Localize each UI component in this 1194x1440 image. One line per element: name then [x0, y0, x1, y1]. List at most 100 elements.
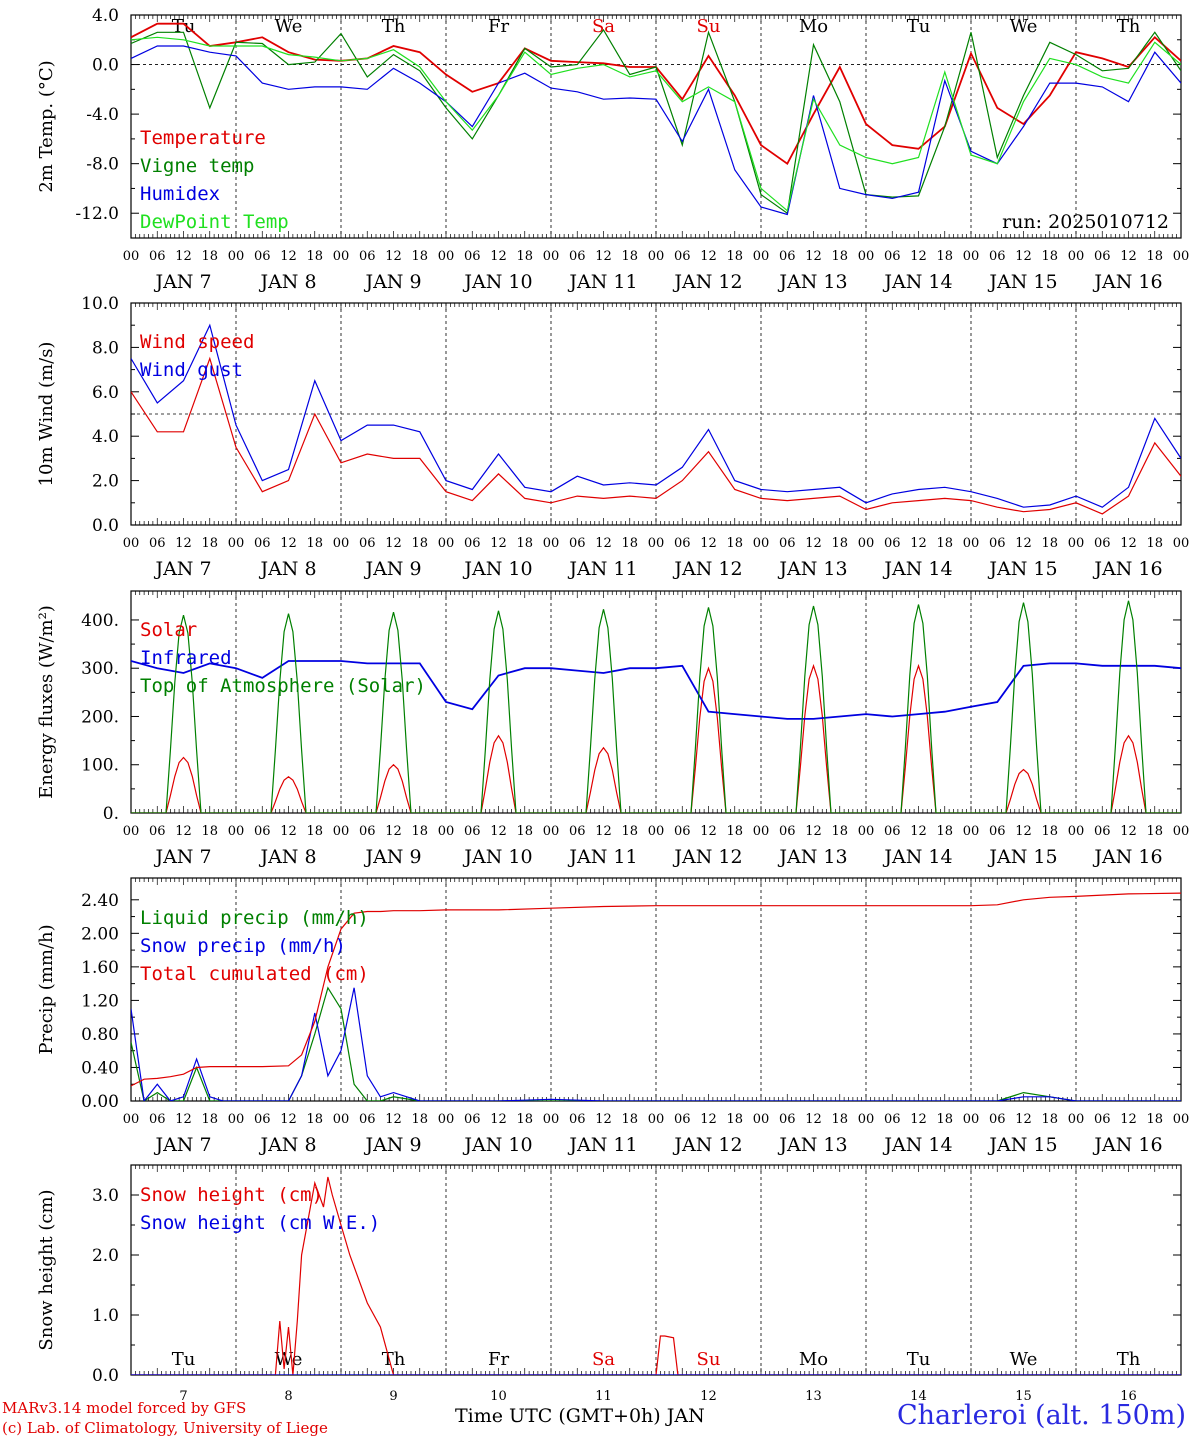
x-hour-label: 06 — [464, 1112, 481, 1127]
panel-1: 4.0 0.0 -4.0 -8.0 -12.0 2m Temp. (°C) 00 06 12 18… — [36, 6, 1189, 293]
x-hour-label: 00 — [438, 1112, 455, 1127]
panel-5: 3.0 2.0 1.0 0.0 Snow height (cm) 7 8 9 10 11 12 13 1… — [36, 1164, 1182, 1404]
x-hour-label: 06 — [569, 824, 586, 839]
x-hour-label: 18 — [831, 249, 848, 264]
y-tick-label: 0. — [103, 804, 119, 824]
x-hour-label: 18 — [516, 249, 533, 264]
x-hour-label: 12 — [490, 249, 507, 264]
x-date-number: 13 — [805, 1389, 822, 1404]
x-date-label: JAN 8 — [258, 1134, 316, 1156]
x-hour-label: 00 — [438, 249, 455, 264]
y-tick-label: -4.0 — [86, 105, 119, 125]
x-hour-label: 06 — [254, 249, 271, 264]
x-hour-label: 06 — [779, 249, 796, 264]
x-hour-label: 06 — [569, 1112, 586, 1127]
legend-entry: Snow height (cm W.E.) — [140, 1212, 380, 1234]
x-hour-label: 12 — [700, 249, 717, 264]
y-axis-label: Snow height (cm) — [36, 1189, 57, 1350]
x-hour-label: 06 — [359, 824, 376, 839]
series-line-wind-gust — [131, 323, 1181, 508]
x-hour-label: 12 — [805, 1112, 822, 1127]
x-hour-label: 06 — [1094, 1112, 1111, 1127]
x-hour-label: 06 — [884, 536, 901, 551]
x-hour-label: 06 — [989, 249, 1006, 264]
x-date-label: JAN 10 — [462, 558, 532, 580]
x-date-label: JAN 12 — [672, 558, 742, 580]
x-hour-label: 12 — [175, 1112, 192, 1127]
y-tick-label: 0.40 — [81, 1058, 119, 1078]
y-tick-label: 4.0 — [92, 427, 119, 447]
panel-3: 400. 300. 200. 100. 0. Energy fluxes (W/m²) 00… — [36, 590, 1189, 868]
x-date-label: JAN 8 — [258, 558, 316, 580]
panel-2: 10.0 8.0 6.0 4.0 2.0 0.0 10m Wind (m/s) 00 06 12 1… — [36, 294, 1189, 580]
series-line-snow-precip-mm-h- — [131, 987, 1181, 1101]
x-hour-label: 12 — [700, 536, 717, 551]
legend-entry: Top of Atmosphere (Solar) — [140, 675, 426, 697]
lab-credit: (c) Lab. of Climatology, University of L… — [2, 1419, 328, 1437]
x-date-number: 12 — [700, 1389, 717, 1404]
x-hour-label: 18 — [621, 824, 638, 839]
x-hour-label: 06 — [989, 824, 1006, 839]
x-date-label: JAN 9 — [363, 271, 421, 293]
x-hour-label: 00 — [333, 249, 350, 264]
weekday-label: Sa — [592, 1349, 615, 1370]
x-date-label: JAN 13 — [777, 271, 847, 293]
y-tick-label: 2.00 — [81, 924, 119, 944]
x-hour-label: 00 — [858, 1112, 875, 1127]
legend-entry: Vigne temp — [140, 155, 254, 177]
x-hour-label: 18 — [831, 1112, 848, 1127]
x-hour-label: 00 — [1068, 824, 1085, 839]
x-date-label: JAN 16 — [1092, 1134, 1162, 1156]
x-hour-label: 12 — [700, 824, 717, 839]
x-hour-label: 06 — [779, 1112, 796, 1127]
x-hour-label: 00 — [963, 824, 980, 839]
x-hour-label: 12 — [280, 249, 297, 264]
x-hour-label: 06 — [149, 249, 166, 264]
x-hour-label: 12 — [700, 1112, 717, 1127]
x-hour-label: 06 — [989, 1112, 1006, 1127]
x-date-label: JAN 13 — [777, 558, 847, 580]
x-hour-label: 12 — [1120, 249, 1137, 264]
y-tick-label: 400. — [81, 611, 119, 631]
weekday-label: We — [1010, 16, 1038, 37]
y-tick-label: 4.0 — [92, 6, 119, 26]
weekday-label: Su — [697, 16, 721, 37]
x-hour-label: 00 — [228, 1112, 245, 1127]
series-line-infrared — [131, 660, 1181, 720]
x-hour-label: 18 — [411, 249, 428, 264]
y-tick-label: 300. — [81, 659, 119, 679]
x-date-label: JAN 14 — [882, 1134, 952, 1156]
x-date-label: JAN 7 — [153, 271, 211, 293]
x-hour-label: 06 — [149, 824, 166, 839]
x-date-label: JAN 15 — [987, 846, 1057, 868]
x-date-label: JAN 12 — [672, 271, 742, 293]
series-line-liquid-precip-mm-h- — [131, 986, 1181, 1101]
x-date-label: JAN 14 — [882, 271, 952, 293]
x-date-label: JAN 9 — [363, 846, 421, 868]
y-axis-label: Energy fluxes (W/m²) — [36, 605, 57, 799]
x-hour-label: 12 — [805, 824, 822, 839]
x-hour-label: 00 — [123, 536, 140, 551]
x-date-label: JAN 7 — [153, 558, 211, 580]
y-tick-label: -8.0 — [86, 155, 119, 175]
x-hour-label: 00 — [543, 536, 560, 551]
x-hour-label: 06 — [1094, 824, 1111, 839]
weekday-label: Sa — [592, 16, 615, 37]
x-hour-label: 18 — [201, 824, 218, 839]
weekday-label: Fr — [488, 16, 509, 37]
x-hour-label: 12 — [490, 536, 507, 551]
x-hour-label: 12 — [805, 536, 822, 551]
x-date-label: JAN 14 — [882, 558, 952, 580]
legend-entry: Humidex — [140, 183, 220, 205]
x-hour-label: 12 — [490, 824, 507, 839]
y-tick-label: 3.0 — [92, 1186, 119, 1206]
y-tick-label: 0.0 — [92, 56, 119, 76]
x-hour-label: 12 — [490, 1112, 507, 1127]
x-hour-label: 18 — [1146, 824, 1163, 839]
x-date-label: JAN 15 — [987, 1134, 1057, 1156]
x-hour-label: 18 — [726, 824, 743, 839]
series-line-total-cumulated-cm- — [131, 892, 1181, 1087]
x-hour-label: 12 — [280, 1112, 297, 1127]
x-hour-label: 12 — [1015, 1112, 1032, 1127]
weekday-label: Tu — [172, 1349, 196, 1370]
